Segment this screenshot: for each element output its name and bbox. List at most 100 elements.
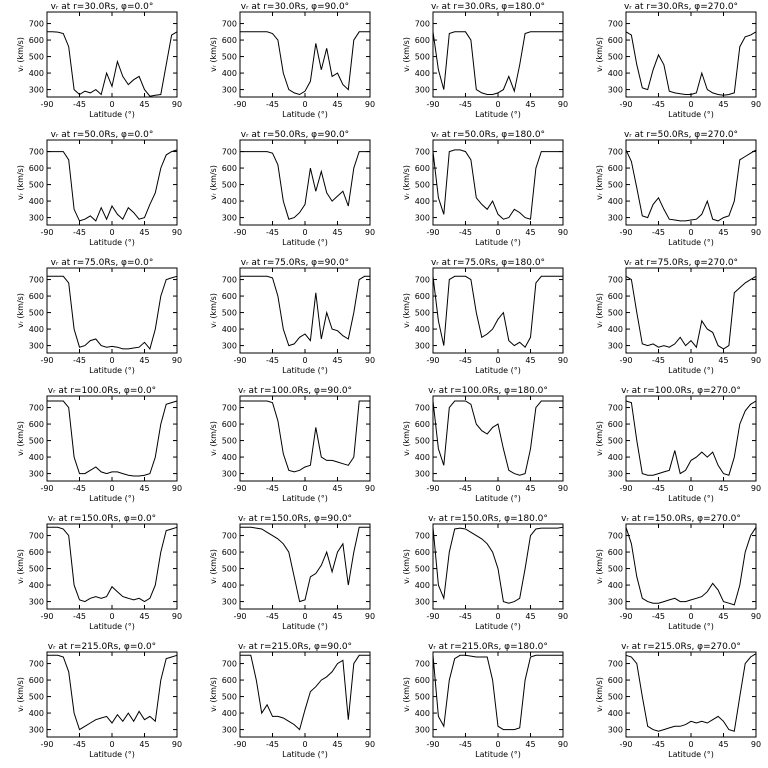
x-tick-label: -45: [459, 484, 472, 493]
panel-title: vᵣ at r=150.0Rs, φ=0.0°: [48, 514, 156, 524]
data-line: [47, 526, 178, 603]
x-axis-label: Latitude (°): [475, 366, 521, 375]
y-tick-label: 300: [29, 470, 44, 479]
panel: vᵣ at r=50.0Rs, φ=0.0° 300 400 500 600 700 -90…: [16, 130, 182, 247]
y-tick-label: 300: [222, 470, 237, 479]
x-axis-label: Latitude (°): [89, 110, 135, 119]
panel-title: vᵣ at r=75.0Rs, φ=90.0°: [241, 258, 349, 268]
y-tick-label: 700: [222, 148, 237, 157]
x-tick-label: 45: [525, 740, 535, 749]
data-line: [47, 654, 178, 731]
x-tick-label: 45: [332, 612, 342, 621]
plot-frame: [46, 523, 178, 610]
panel-title: vᵣ at r=100.0Rs, φ=270.0°: [621, 386, 741, 396]
x-tick-label: 90: [365, 356, 375, 365]
x-tick-label: 45: [525, 356, 535, 365]
panel-title: vᵣ at r=75.0Rs, φ=180.0°: [431, 258, 545, 268]
y-axis-label: vᵣ (km/s): [595, 677, 604, 712]
x-tick-label: 45: [525, 100, 535, 109]
y-tick-label: 600: [608, 36, 623, 45]
data-line: [432, 654, 563, 731]
x-tick-label: 0: [109, 740, 114, 749]
x-tick-label: 45: [139, 484, 149, 493]
x-tick-label: 90: [558, 484, 568, 493]
y-tick-label: 500: [415, 437, 430, 446]
panel: vᵣ at r=30.0Rs, φ=180.0° 300 400 500 600 700 -…: [402, 2, 568, 119]
y-tick-label: 600: [29, 292, 44, 301]
x-axis-label: Latitude (°): [668, 750, 714, 759]
plot-frame: [239, 523, 371, 610]
y-axis-label: vᵣ (km/s): [595, 165, 604, 200]
panel: vᵣ at r=50.0Rs, φ=90.0° 300 400 500 600 700 -9…: [209, 130, 375, 247]
y-tick-label: 700: [415, 532, 430, 541]
y-tick-label: 400: [608, 581, 623, 590]
x-tick-label: 90: [558, 228, 568, 237]
data-line: [240, 31, 370, 96]
x-tick-label: 90: [558, 740, 568, 749]
y-tick-label: 700: [608, 404, 623, 413]
y-tick-label: 400: [222, 709, 237, 718]
y-tick-label: 400: [608, 69, 623, 78]
panel: vᵣ at r=100.0Rs, φ=0.0° 300 400 500 600 700 -9…: [16, 386, 182, 503]
y-tick-label: 400: [29, 709, 44, 718]
y-tick-label: 600: [222, 676, 237, 685]
y-tick-label: 400: [415, 197, 430, 206]
x-tick-label: 45: [718, 228, 728, 237]
x-tick-label: 90: [365, 740, 375, 749]
x-tick-label: 90: [751, 612, 761, 621]
y-tick-label: 400: [608, 197, 623, 206]
x-tick-label: -90: [233, 612, 246, 621]
plot-frame: [239, 267, 371, 354]
y-tick-label: 600: [415, 420, 430, 429]
y-axis-label: vᵣ (km/s): [595, 549, 604, 584]
x-tick-label: -90: [40, 228, 53, 237]
y-tick-label: 600: [29, 548, 44, 557]
x-tick-label: -90: [233, 228, 246, 237]
data-line: [432, 275, 563, 348]
panel-title: vᵣ at r=75.0Rs, φ=0.0°: [51, 258, 154, 268]
y-tick-label: 600: [29, 164, 44, 173]
panel-title: vᵣ at r=150.0Rs, φ=180.0°: [428, 514, 548, 524]
x-tick-label: -45: [652, 612, 665, 621]
x-tick-label: 0: [688, 228, 693, 237]
data-line: [432, 526, 564, 604]
panel-title: vᵣ at r=150.0Rs, φ=270.0°: [621, 514, 741, 524]
x-tick-label: 90: [558, 100, 568, 109]
x-axis-label: Latitude (°): [282, 494, 328, 503]
y-tick-label: 300: [608, 342, 623, 351]
data-line: [625, 275, 757, 350]
y-tick-label: 700: [222, 404, 237, 413]
panel: vᵣ at r=215.0Rs, φ=180.0° 300 400 500 600 700…: [402, 642, 568, 759]
x-tick-label: 45: [139, 612, 149, 621]
panel: vᵣ at r=50.0Rs, φ=180.0° 300 400 500 600 700 -…: [402, 130, 568, 247]
y-axis-label: vᵣ (km/s): [402, 293, 411, 328]
panel: vᵣ at r=150.0Rs, φ=180.0° 300 400 500 600 700…: [402, 514, 568, 631]
y-tick-label: 300: [222, 214, 237, 223]
panel-title: vᵣ at r=30.0Rs, φ=180.0°: [431, 2, 545, 12]
x-axis-label: Latitude (°): [89, 366, 135, 375]
x-axis-label: Latitude (°): [282, 238, 328, 247]
x-tick-label: 90: [172, 100, 182, 109]
x-tick-label: 90: [751, 484, 761, 493]
panel-title: vᵣ at r=30.0Rs, φ=90.0°: [241, 2, 349, 12]
x-tick-label: 0: [302, 612, 307, 621]
x-tick-label: -90: [233, 356, 246, 365]
y-tick-label: 600: [415, 292, 430, 301]
y-axis-label: vᵣ (km/s): [209, 421, 218, 456]
y-axis-label: vᵣ (km/s): [595, 37, 604, 72]
x-axis-label: Latitude (°): [668, 238, 714, 247]
x-axis-label: Latitude (°): [475, 622, 521, 631]
y-axis-label: vᵣ (km/s): [209, 37, 218, 72]
y-tick-label: 500: [29, 693, 44, 702]
x-tick-label: -90: [426, 740, 439, 749]
y-tick-label: 500: [415, 53, 430, 62]
y-tick-label: 700: [29, 532, 44, 541]
x-tick-label: -45: [266, 484, 279, 493]
x-tick-label: -90: [426, 612, 439, 621]
y-tick-label: 500: [608, 309, 623, 318]
plot-frame: [46, 395, 178, 482]
x-tick-label: 45: [525, 484, 535, 493]
y-tick-label: 600: [415, 164, 430, 173]
y-tick-label: 500: [222, 53, 237, 62]
x-tick-label: 0: [688, 740, 693, 749]
